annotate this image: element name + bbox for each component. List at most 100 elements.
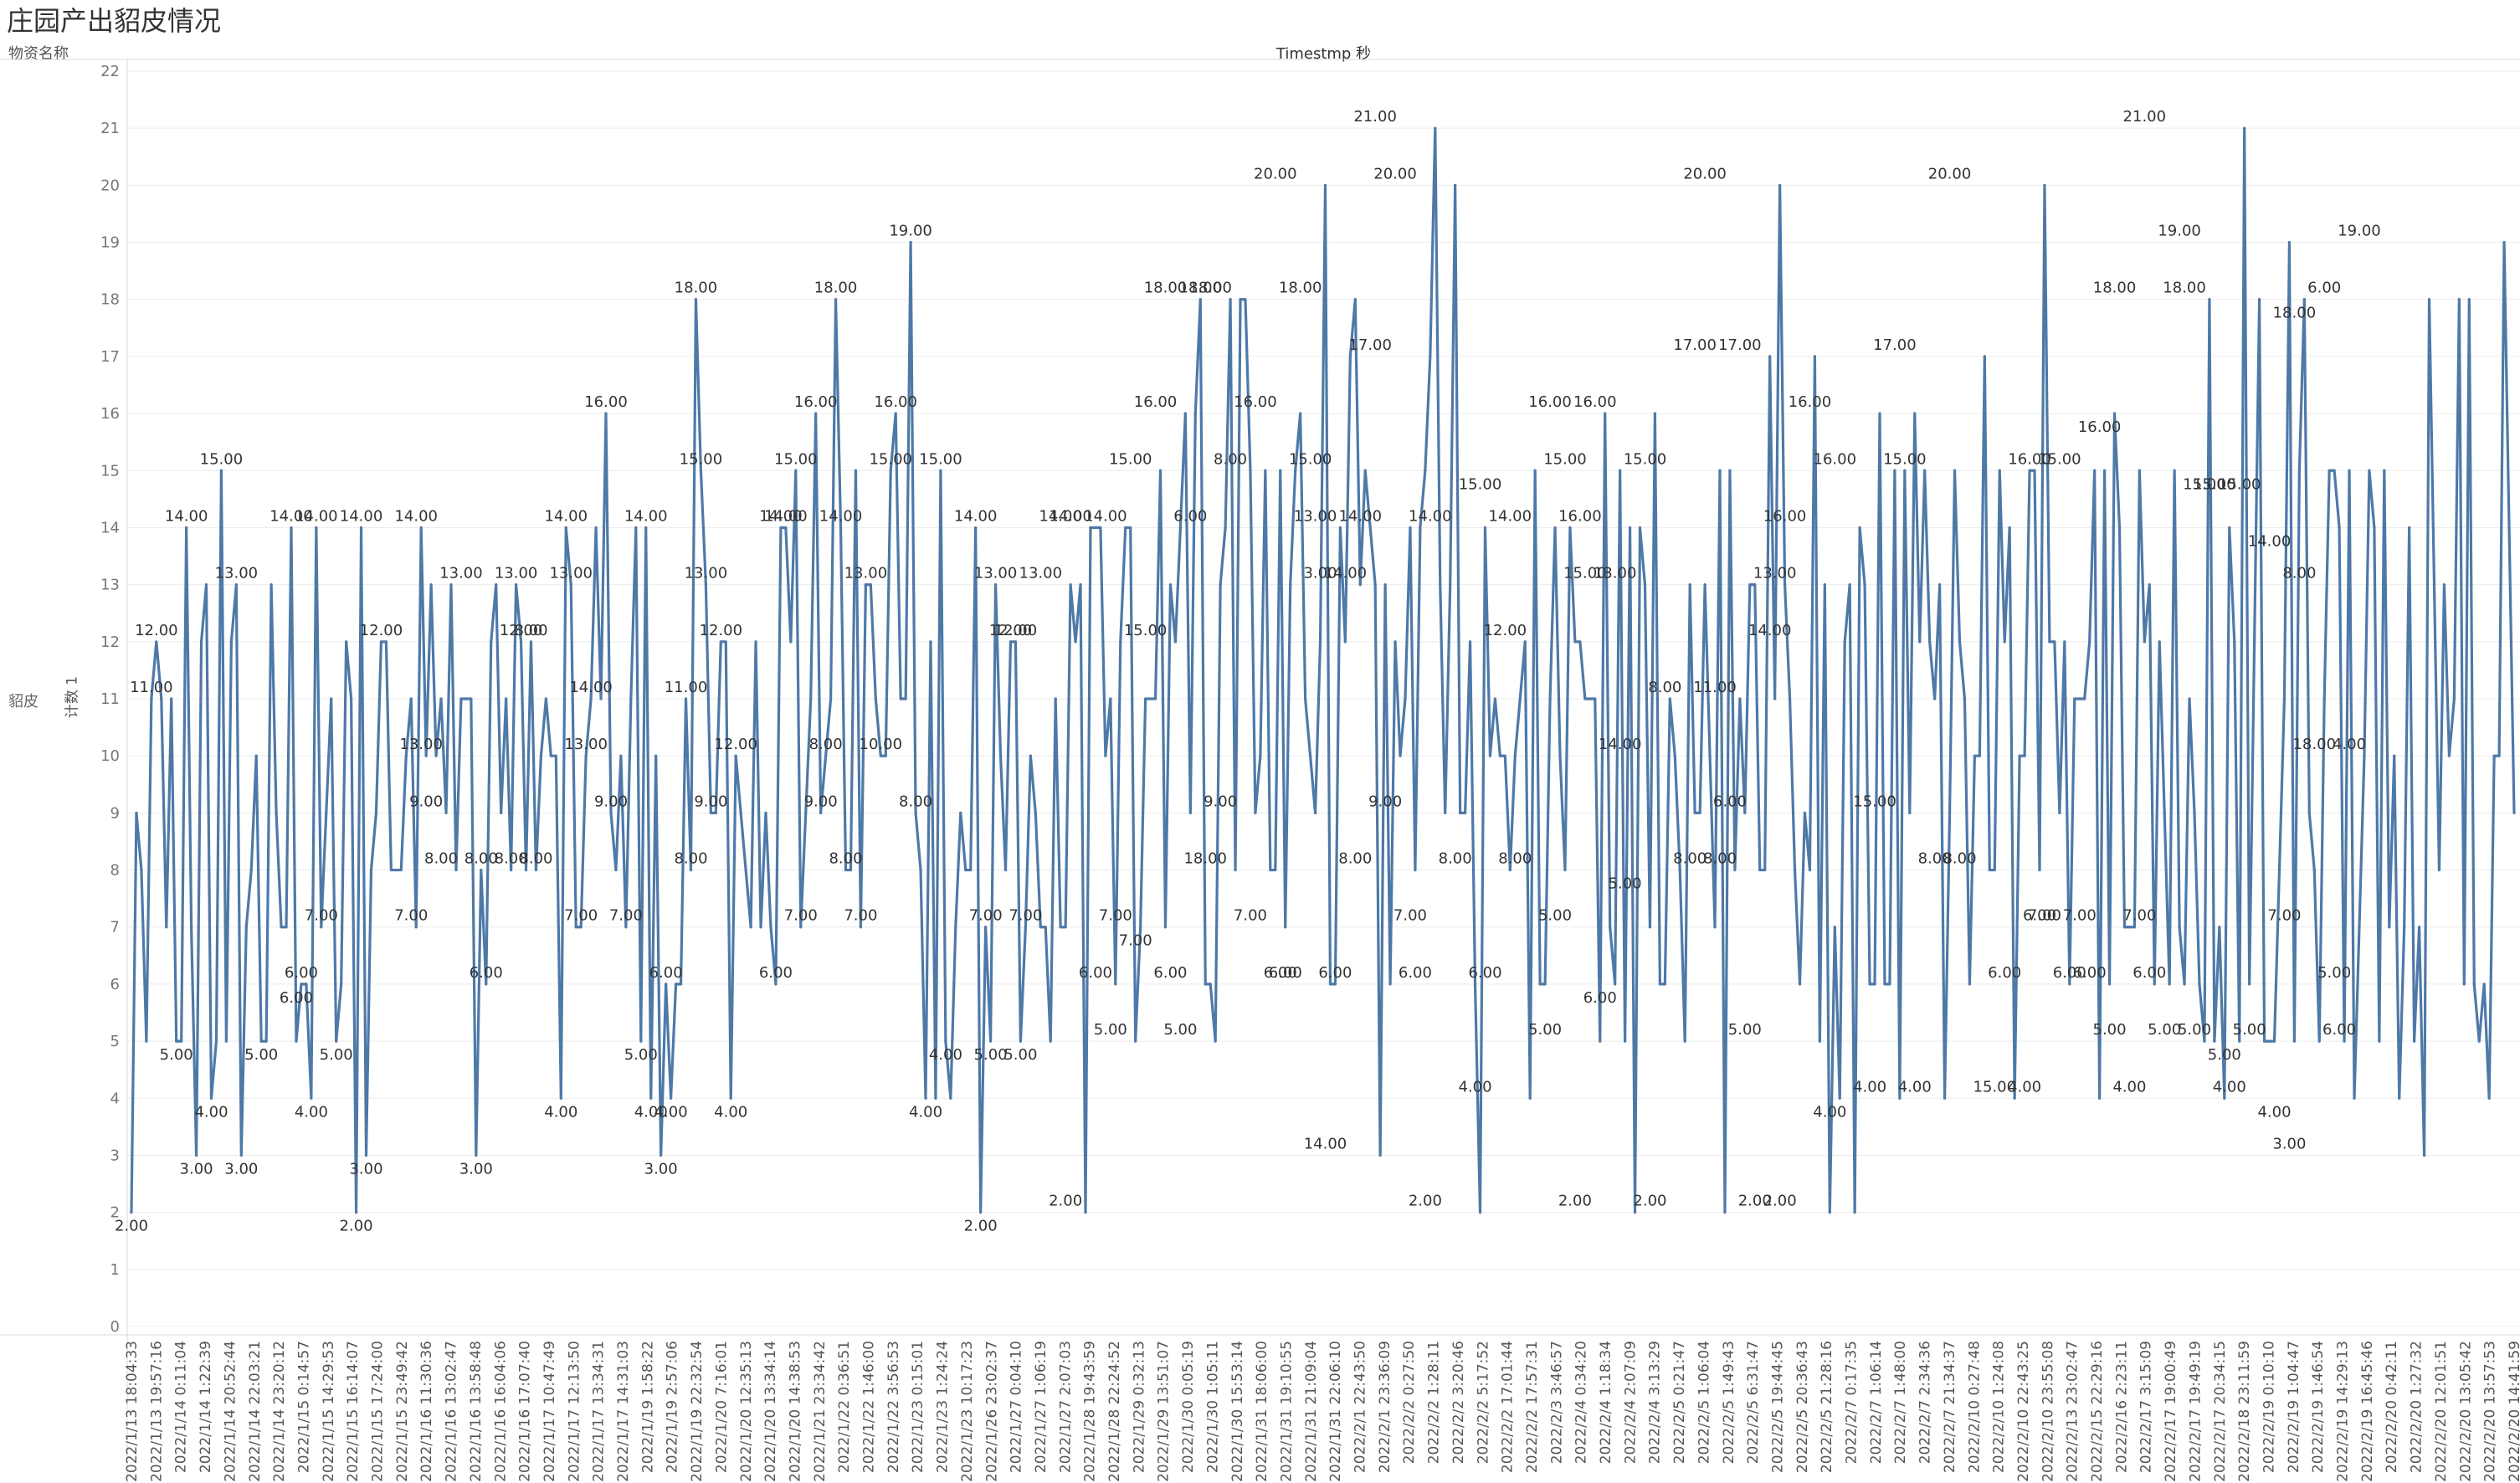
y-tick-label: 2 bbox=[110, 1204, 120, 1222]
data-label: 12.00 bbox=[360, 622, 403, 639]
data-point bbox=[670, 1096, 673, 1100]
data-label: 5.00 bbox=[2233, 1021, 2266, 1039]
data-point bbox=[345, 640, 348, 644]
data-point bbox=[2048, 640, 2051, 644]
data-label: 8.00 bbox=[1439, 850, 1472, 868]
x-tick-label: 2022/1/15 17:24:00 bbox=[370, 1341, 387, 1482]
data-point bbox=[2112, 412, 2117, 415]
data-label: 7.00 bbox=[394, 907, 428, 925]
data-point bbox=[280, 926, 283, 929]
data-point bbox=[1643, 583, 1647, 587]
data-label: 4.00 bbox=[295, 1103, 328, 1121]
data-point bbox=[1003, 868, 1008, 872]
data-point bbox=[998, 754, 1003, 757]
data-point bbox=[769, 926, 772, 929]
data-point bbox=[1039, 926, 1042, 929]
x-tick-label: 2022/1/19 1:58:22 bbox=[639, 1341, 656, 1473]
data-point bbox=[1129, 526, 1132, 530]
y-tick-label: 15 bbox=[100, 462, 120, 480]
data-point bbox=[1698, 811, 1701, 814]
data-point bbox=[490, 640, 493, 644]
data-point bbox=[939, 469, 942, 472]
data-point bbox=[2317, 1039, 2321, 1043]
data-label: 4.00 bbox=[194, 1103, 228, 1121]
data-label: 12.00 bbox=[700, 622, 743, 639]
data-point bbox=[2188, 697, 2191, 700]
data-point bbox=[839, 526, 843, 530]
data-point bbox=[379, 640, 383, 644]
data-point bbox=[2183, 983, 2186, 986]
data-point bbox=[1533, 469, 1537, 472]
data-point bbox=[1299, 412, 1302, 415]
data-point bbox=[719, 640, 722, 644]
data-label: 3.00 bbox=[644, 1160, 678, 1178]
data-point bbox=[1843, 640, 1846, 644]
data-point bbox=[1798, 983, 1802, 986]
data-point bbox=[1958, 640, 1962, 644]
data-point bbox=[2472, 983, 2476, 986]
data-point bbox=[1483, 526, 1487, 530]
data-point bbox=[2208, 298, 2211, 301]
data-point bbox=[459, 697, 463, 700]
data-point bbox=[1538, 983, 1542, 986]
data-point bbox=[1928, 640, 1932, 644]
data-label: 16.00 bbox=[1573, 393, 1617, 411]
data-label: 7.00 bbox=[1099, 907, 1132, 925]
data-point bbox=[764, 811, 767, 814]
data-point bbox=[1289, 583, 1292, 587]
data-label: 15.00 bbox=[919, 450, 962, 468]
data-point bbox=[1963, 697, 1967, 700]
data-point bbox=[904, 697, 907, 700]
x-tick-label: 2022/2/16 2:23:11 bbox=[2113, 1341, 2130, 1473]
y-tick-label: 18 bbox=[100, 291, 120, 309]
data-point bbox=[704, 583, 707, 587]
data-point bbox=[2013, 1096, 2016, 1100]
data-label: 9.00 bbox=[804, 793, 838, 810]
data-label: 17.00 bbox=[1873, 336, 1917, 354]
data-label: 15.00 bbox=[1109, 450, 1152, 468]
data-point bbox=[1583, 697, 1587, 700]
data-point bbox=[804, 811, 808, 814]
data-point bbox=[2427, 298, 2431, 301]
x-tick-label: 2022/1/23 1:24:24 bbox=[935, 1341, 952, 1473]
data-label: 12.00 bbox=[500, 622, 543, 639]
data-point bbox=[2373, 526, 2376, 530]
data-label: 7.00 bbox=[2028, 907, 2061, 925]
data-point bbox=[1399, 754, 1402, 757]
data-point bbox=[1224, 526, 1227, 530]
data-point bbox=[594, 526, 598, 530]
x-tick-label: 2022/2/13 23:02:47 bbox=[2065, 1341, 2081, 1482]
data-point bbox=[2447, 754, 2451, 757]
data-point bbox=[464, 697, 468, 700]
data-point bbox=[2163, 811, 2166, 814]
data-point bbox=[674, 983, 678, 986]
data-point bbox=[394, 868, 398, 872]
data-label: 2.00 bbox=[1738, 1193, 1772, 1210]
data-label: 18.00 bbox=[1188, 280, 1232, 297]
page-title: 庄园产出貂皮情况 bbox=[7, 5, 222, 37]
data-point bbox=[429, 583, 433, 587]
data-point bbox=[739, 811, 742, 814]
data-point bbox=[1353, 298, 1357, 301]
x-tick-label: 2022/1/28 22:24:52 bbox=[1106, 1341, 1123, 1482]
data-point bbox=[1753, 583, 1757, 587]
x-axis-ticks: 2022/1/13 18:04:33 2022/1/13 19:57:16 2022… bbox=[124, 1341, 2520, 1482]
data-point bbox=[470, 697, 473, 700]
x-tick-label: 2022/2/19 1:46:54 bbox=[2310, 1341, 2327, 1473]
data-point bbox=[1668, 697, 1671, 700]
data-label: 18.00 bbox=[814, 280, 858, 297]
data-point bbox=[1553, 526, 1557, 530]
y-tick-label: 7 bbox=[110, 919, 120, 936]
data-point bbox=[864, 583, 867, 587]
data-point bbox=[579, 926, 583, 929]
data-point bbox=[724, 640, 727, 644]
data-point bbox=[1778, 183, 1782, 187]
data-label: 16.00 bbox=[584, 393, 628, 411]
data-point bbox=[1168, 583, 1173, 587]
data-point bbox=[2178, 926, 2181, 929]
data-point bbox=[1594, 697, 1597, 700]
data-label: 5.00 bbox=[320, 1046, 353, 1064]
data-point bbox=[1024, 926, 1027, 929]
data-point bbox=[2302, 298, 2306, 301]
data-point bbox=[809, 697, 813, 700]
